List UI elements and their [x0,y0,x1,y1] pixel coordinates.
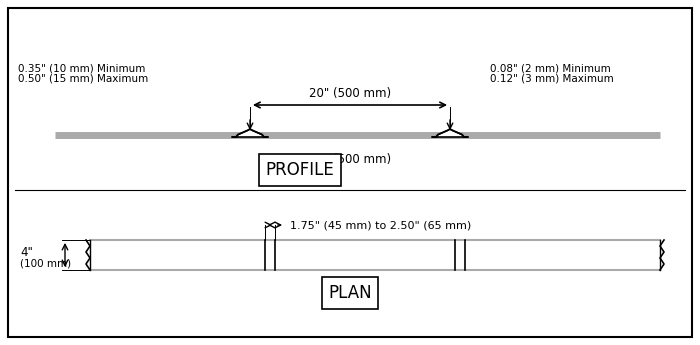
Text: 0.12" (3 mm) Maximum: 0.12" (3 mm) Maximum [490,73,614,83]
Text: PLAN: PLAN [328,284,372,302]
Text: 0.35" (10 mm) Minimum: 0.35" (10 mm) Minimum [18,63,146,73]
Text: 20" (500 mm): 20" (500 mm) [309,153,391,166]
Text: 0.50" (15 mm) Maximum: 0.50" (15 mm) Maximum [18,73,148,83]
Text: 20" (500 mm): 20" (500 mm) [309,87,391,100]
Text: 1.75" (45 mm) to 2.50" (65 mm): 1.75" (45 mm) to 2.50" (65 mm) [290,220,471,230]
Polygon shape [432,129,468,137]
Text: 4": 4" [20,246,33,259]
Polygon shape [232,129,268,137]
Text: PROFILE: PROFILE [265,161,335,179]
Text: 0.08" (2 mm) Minimum: 0.08" (2 mm) Minimum [490,63,610,73]
Text: (100 mm): (100 mm) [20,258,71,268]
